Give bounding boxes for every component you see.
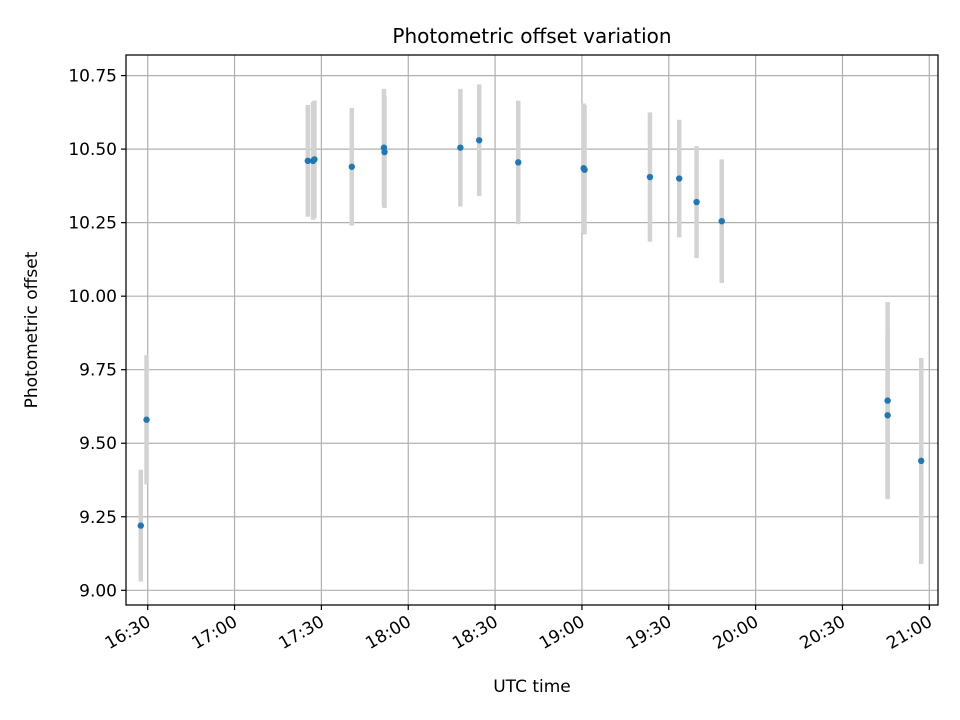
grid: [126, 55, 938, 605]
data-point: [676, 175, 683, 182]
y-tick-label: 9.75: [79, 361, 117, 381]
chart-title: Photometric offset variation: [392, 24, 671, 48]
y-tick-label: 10.25: [68, 214, 117, 234]
data-point: [646, 173, 654, 181]
data-point: [304, 157, 311, 165]
y-axis: 9.00 9.25 9.50 9.75 10.00 10.25 10.50 10.75: [68, 67, 126, 601]
y-axis-label: Photometric offset: [22, 251, 42, 408]
data-point: [137, 522, 144, 529]
data-point: [475, 137, 483, 144]
plot-frame: [125, 54, 939, 606]
data-point: [348, 163, 355, 170]
data-point: [918, 457, 925, 465]
data-point: [884, 412, 891, 419]
y-tick-label: 9.00: [79, 581, 117, 601]
data-point: [718, 217, 725, 225]
data-point: [884, 397, 891, 404]
y-tick-label: 10.50: [68, 140, 117, 160]
data-point: [381, 148, 388, 156]
data-point: [311, 156, 318, 163]
data-point: [693, 198, 700, 206]
data-point: [515, 159, 522, 166]
data-point: [143, 416, 150, 423]
x-axis-label: UTC time: [493, 677, 571, 697]
y-tick-label: 9.50: [79, 434, 117, 454]
data-points: [137, 137, 925, 529]
data-point: [581, 166, 588, 173]
y-tick-label: 10.00: [68, 287, 117, 307]
y-tick-label: 10.75: [68, 67, 117, 87]
y-tick-label: 9.25: [79, 508, 117, 528]
data-point: [457, 144, 464, 151]
